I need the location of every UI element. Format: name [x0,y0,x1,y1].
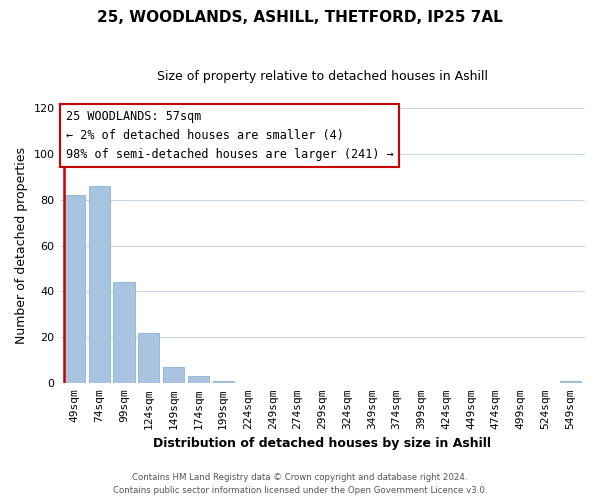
Bar [188,376,209,384]
Text: 25 WOODLANDS: 57sqm
← 2% of detached houses are smaller (4)
98% of semi-detached: 25 WOODLANDS: 57sqm ← 2% of detached hou… [66,110,394,161]
Text: Contains HM Land Registry data © Crown copyright and database right 2024.
Contai: Contains HM Land Registry data © Crown c… [113,474,487,495]
Title: Size of property relative to detached houses in Ashill: Size of property relative to detached ho… [157,70,488,83]
Bar [212,381,233,384]
X-axis label: Distribution of detached houses by size in Ashill: Distribution of detached houses by size … [153,437,491,450]
Bar [163,367,184,384]
Bar [64,195,85,384]
Y-axis label: Number of detached properties: Number of detached properties [15,147,28,344]
Bar [138,333,160,384]
Bar [113,282,134,384]
Bar [560,381,581,384]
Text: 25, WOODLANDS, ASHILL, THETFORD, IP25 7AL: 25, WOODLANDS, ASHILL, THETFORD, IP25 7A… [97,10,503,25]
Bar [89,186,110,384]
